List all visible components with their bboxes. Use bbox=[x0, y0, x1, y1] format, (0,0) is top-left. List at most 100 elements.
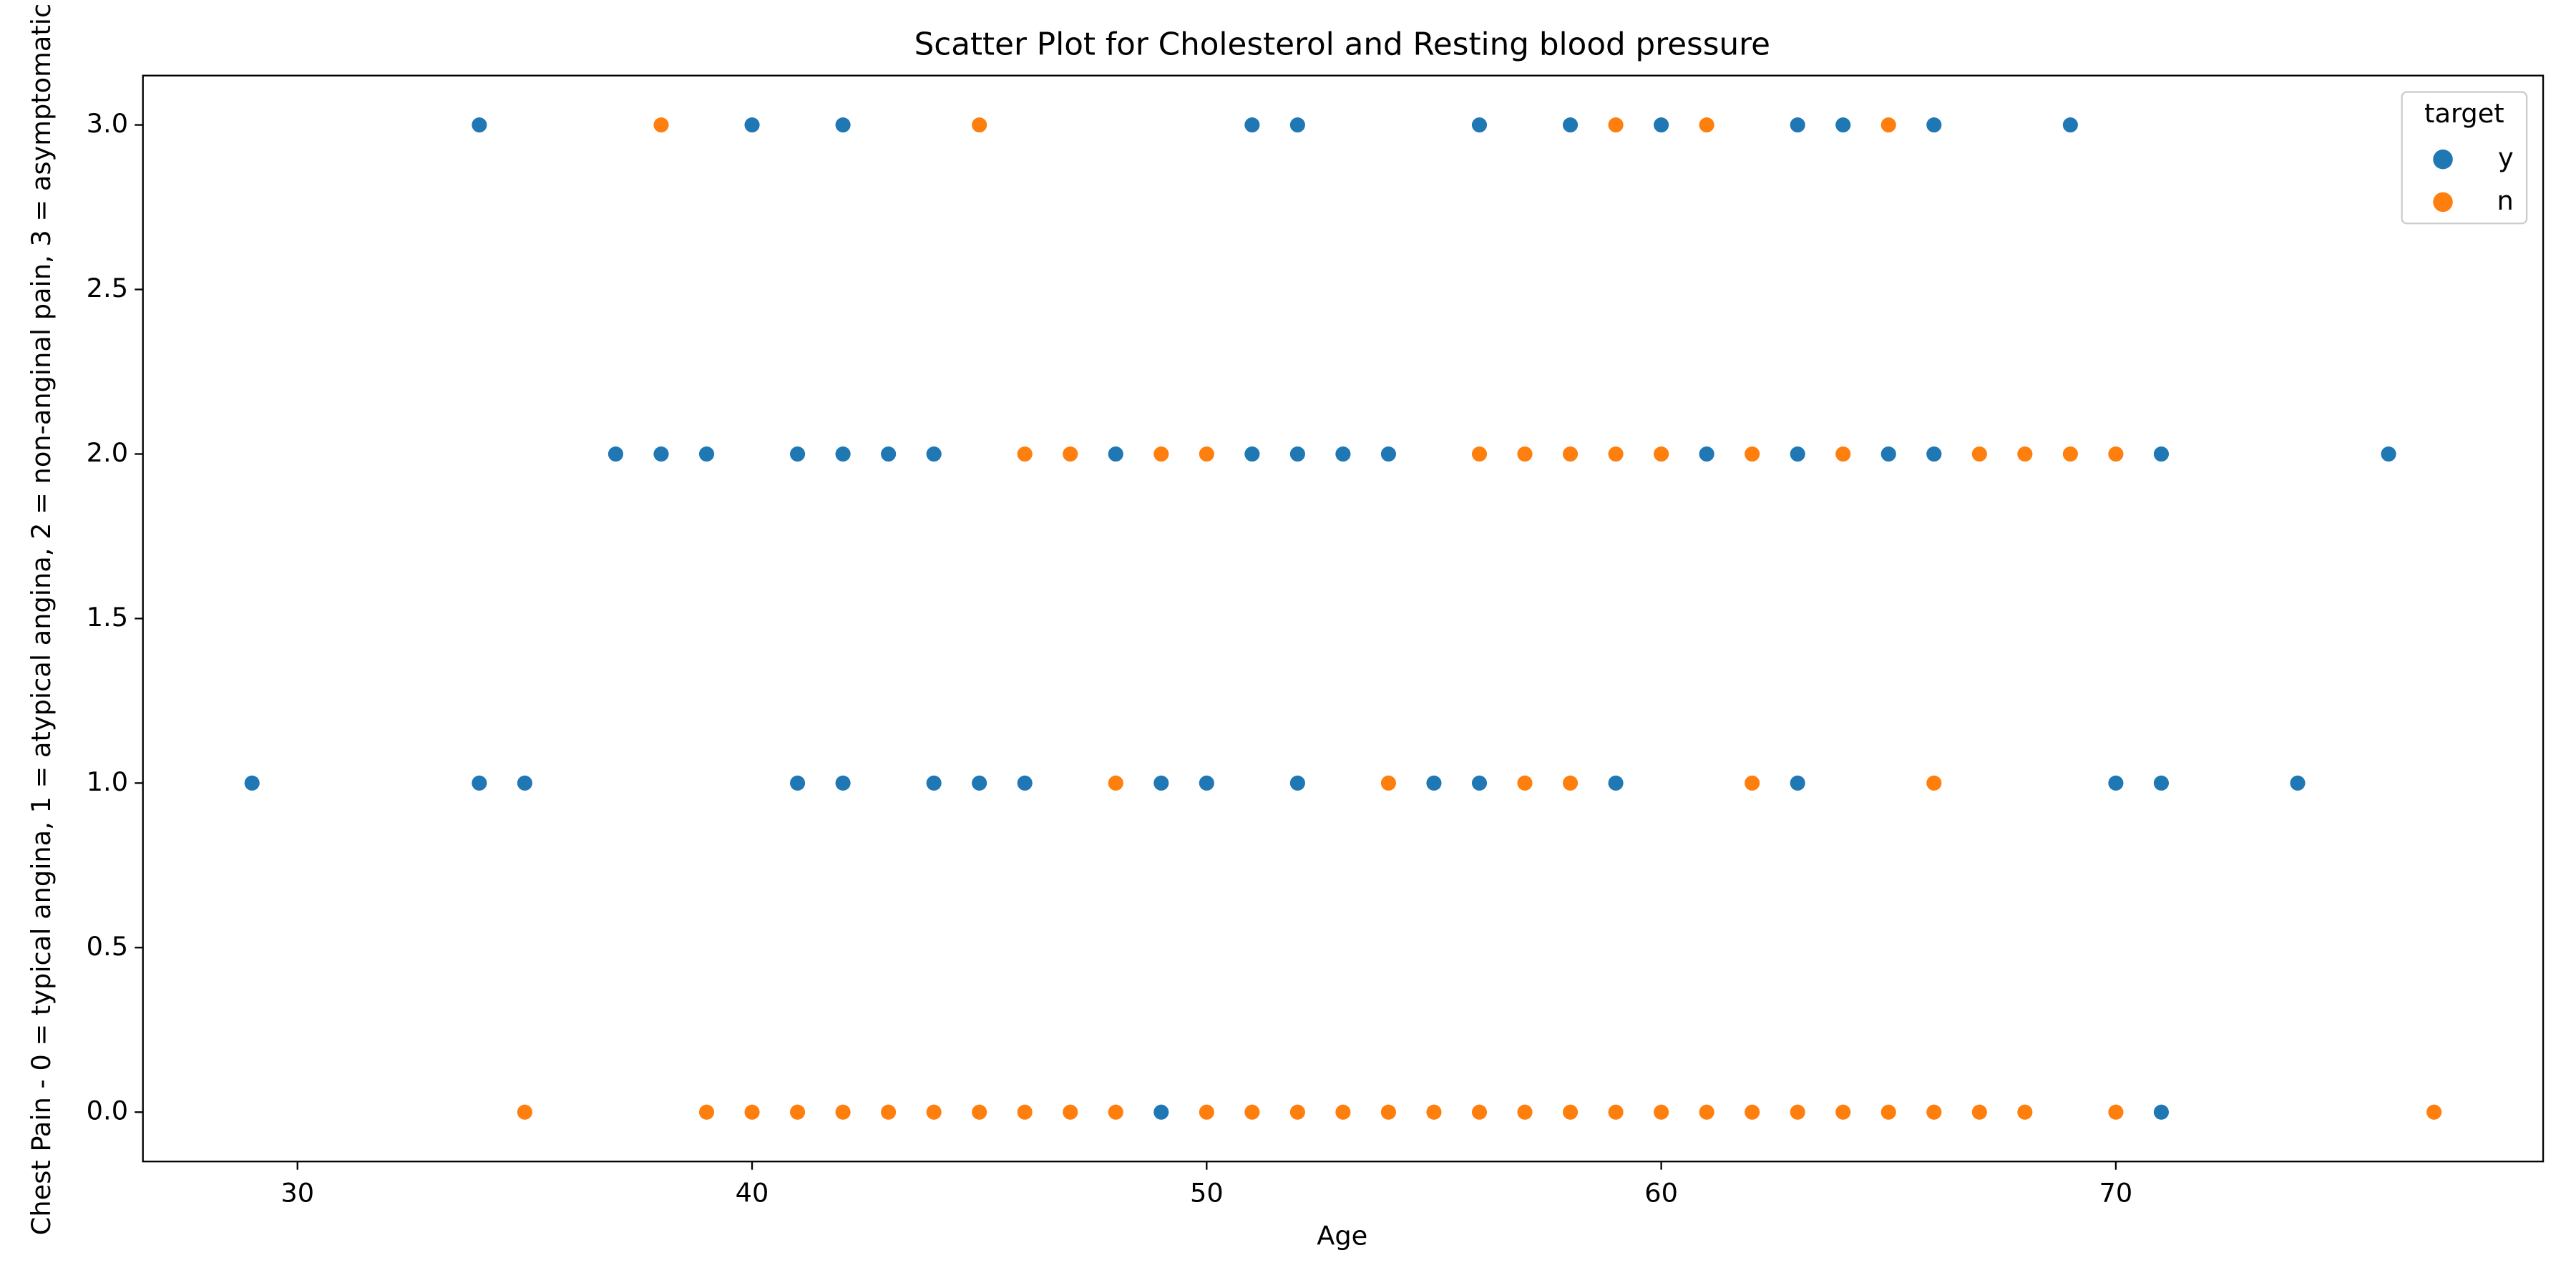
scatter-point bbox=[1380, 446, 1397, 462]
scatter-point bbox=[1153, 446, 1169, 462]
scatter-point bbox=[1745, 775, 1760, 791]
scatter-point bbox=[1699, 117, 1714, 133]
chart-title: Scatter Plot for Cholesterol and Resting… bbox=[914, 26, 1770, 62]
scatter-point bbox=[1199, 1104, 1214, 1120]
scatter-point bbox=[1335, 446, 1351, 462]
scatter-point bbox=[1017, 1104, 1033, 1120]
scatter-point bbox=[2062, 446, 2078, 462]
scatter-point bbox=[2426, 1104, 2442, 1120]
scatter-point bbox=[2153, 446, 2169, 462]
scatter-point bbox=[2017, 1104, 2033, 1120]
y-tick-label: 2.5 bbox=[87, 273, 128, 303]
scatter-point bbox=[2108, 446, 2124, 462]
scatter-point bbox=[1699, 1104, 1714, 1120]
legend-marker bbox=[2433, 192, 2453, 213]
scatter-point bbox=[244, 775, 260, 791]
scatter-point bbox=[1790, 117, 1805, 133]
x-tick-label: 50 bbox=[1190, 1178, 1224, 1209]
legend-title: target bbox=[2424, 98, 2504, 129]
scatter-point bbox=[1471, 775, 1488, 791]
scatter-point bbox=[926, 446, 942, 462]
scatter-point bbox=[972, 117, 987, 133]
scatter-point bbox=[2108, 1104, 2124, 1120]
scatter-point bbox=[1244, 1104, 1260, 1120]
scatter-point bbox=[1380, 1104, 1397, 1120]
scatter-point bbox=[835, 1104, 851, 1120]
scatter-point bbox=[881, 446, 897, 462]
scatter-point bbox=[1289, 775, 1305, 791]
scatter-point bbox=[2062, 117, 2078, 133]
legend-box bbox=[2401, 91, 2528, 225]
y-tick-label: 1.0 bbox=[87, 766, 128, 797]
scatter-point bbox=[1790, 1104, 1805, 1120]
scatter-point bbox=[1380, 775, 1397, 791]
scatter-point bbox=[1562, 446, 1579, 462]
scatter-point bbox=[1790, 446, 1805, 462]
scatter-point bbox=[608, 446, 624, 462]
x-tick-label: 70 bbox=[2099, 1178, 2133, 1209]
scatter-point bbox=[972, 1104, 987, 1120]
scatter-point bbox=[790, 446, 806, 462]
plot-frame bbox=[142, 74, 2545, 1163]
scatter-point bbox=[517, 775, 532, 791]
scatter-point bbox=[1926, 446, 1942, 462]
scatter-point bbox=[1017, 775, 1033, 791]
legend-label: y bbox=[2498, 142, 2514, 173]
scatter-point bbox=[744, 1104, 760, 1120]
scatter-point bbox=[881, 1104, 897, 1120]
scatter-point bbox=[653, 446, 669, 462]
scatter-point bbox=[2108, 775, 2124, 791]
scatter-point bbox=[2153, 775, 2169, 791]
scatter-point bbox=[972, 775, 987, 791]
scatter-point bbox=[1108, 446, 1123, 462]
scatter-point bbox=[1654, 117, 1669, 133]
y-tick-label: 3.0 bbox=[87, 108, 128, 139]
scatter-point bbox=[1153, 1104, 1169, 1120]
scatter-point bbox=[1608, 1104, 1624, 1120]
scatter-point bbox=[1289, 1104, 1305, 1120]
scatter-point bbox=[1517, 1104, 1533, 1120]
y-tick-label: 0.5 bbox=[87, 931, 128, 962]
scatter-point bbox=[790, 1104, 806, 1120]
scatter-point bbox=[472, 117, 487, 133]
scatter-point bbox=[2381, 446, 2396, 462]
scatter-point bbox=[1608, 117, 1624, 133]
y-tick-label: 0.0 bbox=[87, 1096, 128, 1126]
scatter-point bbox=[1880, 446, 1896, 462]
scatter-point bbox=[1063, 1104, 1078, 1120]
scatter-point bbox=[1608, 446, 1624, 462]
y-tick-label: 2.0 bbox=[87, 437, 128, 468]
scatter-point bbox=[1926, 1104, 1942, 1120]
scatter-point bbox=[1108, 775, 1123, 791]
scatter-point bbox=[698, 1104, 715, 1120]
scatter-point bbox=[835, 775, 851, 791]
x-axis-label: Age bbox=[1317, 1220, 1367, 1251]
scatter-point bbox=[1153, 775, 1169, 791]
scatter-point bbox=[1289, 117, 1305, 133]
scatter-point bbox=[1835, 446, 1851, 462]
scatter-point bbox=[1562, 775, 1579, 791]
y-axis-label: Chest Pain - 0 = typical angina, 1 = aty… bbox=[26, 4, 57, 1236]
scatter-point bbox=[1063, 446, 1078, 462]
legend-label: n bbox=[2497, 185, 2513, 216]
scatter-point bbox=[517, 1104, 532, 1120]
scatter-point bbox=[1654, 1104, 1669, 1120]
scatter-point bbox=[926, 1104, 942, 1120]
scatter-point bbox=[926, 775, 942, 791]
scatter-point bbox=[1244, 117, 1260, 133]
scatter-point bbox=[790, 775, 806, 791]
scatter-point bbox=[2153, 1104, 2169, 1120]
scatter-point bbox=[653, 117, 669, 133]
scatter-point bbox=[1971, 446, 1987, 462]
scatter-point bbox=[1471, 446, 1488, 462]
scatter-point bbox=[1654, 446, 1669, 462]
scatter-point bbox=[1471, 1104, 1488, 1120]
scatter-point bbox=[1335, 1104, 1351, 1120]
scatter-point bbox=[1699, 446, 1714, 462]
x-tick-label: 60 bbox=[1644, 1178, 1678, 1209]
scatter-point bbox=[1926, 775, 1942, 791]
x-tick-label: 30 bbox=[280, 1178, 314, 1209]
scatter-point bbox=[835, 117, 851, 133]
scatter-point bbox=[1471, 117, 1488, 133]
